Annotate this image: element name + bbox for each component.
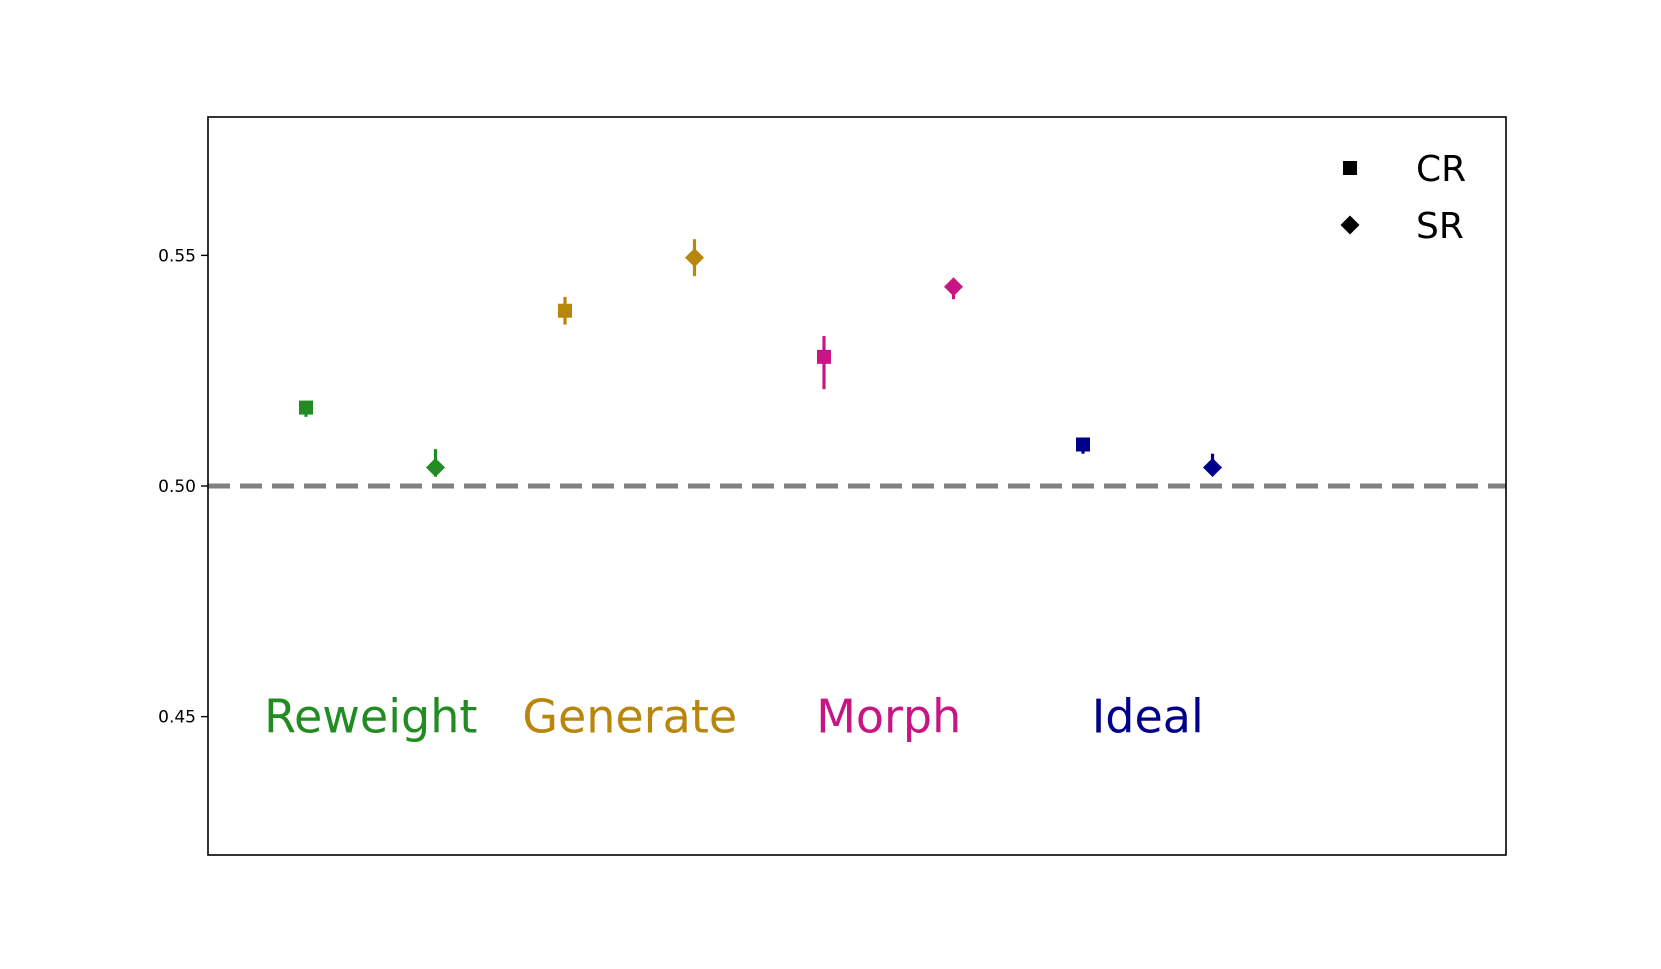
- data-point-morph-cr: [817, 336, 831, 390]
- diamond-marker: [944, 277, 963, 297]
- legend-entry-cr: CR: [1343, 149, 1466, 190]
- group-label-reweight: Reweight: [264, 690, 477, 744]
- square-marker: [299, 400, 313, 415]
- diamond-marker: [685, 248, 704, 268]
- diamond-marker: [426, 458, 445, 478]
- data-point-generate-cr: [558, 296, 572, 325]
- legend-label: SR: [1416, 206, 1464, 247]
- data-point-ideal-cr: [1076, 437, 1090, 454]
- data-point-morph-sr: [944, 277, 963, 300]
- plot-frame: [207, 116, 1507, 856]
- y-tick-label: 0.45: [158, 708, 196, 728]
- legend-label: CR: [1416, 149, 1466, 190]
- group-label-ideal: Ideal: [1092, 690, 1204, 744]
- group-label-generate: Generate: [522, 690, 737, 744]
- y-tick-label: 0.55: [158, 246, 196, 266]
- y-tick-label: 0.50: [158, 477, 196, 497]
- legend-square-marker: [1343, 161, 1357, 175]
- data-point-reweight-cr: [299, 400, 313, 417]
- group-label-morph: Morph: [816, 690, 961, 744]
- marks-layer: [299, 239, 1222, 478]
- square-marker: [817, 349, 831, 364]
- y-axis: 0.45 0.50 0.55: [158, 246, 208, 728]
- data-point-reweight-sr: [426, 449, 445, 478]
- square-marker: [558, 303, 572, 318]
- data-point-generate-sr: [685, 239, 704, 277]
- diamond-marker: [1203, 458, 1222, 478]
- legend: CR SR: [1340, 149, 1466, 247]
- group-labels: Reweight Generate Morph Ideal: [264, 690, 1204, 744]
- data-point-ideal-sr: [1203, 453, 1222, 478]
- legend-entry-sr: SR: [1340, 206, 1464, 247]
- legend-diamond-marker: [1340, 215, 1360, 235]
- square-marker: [1076, 437, 1090, 452]
